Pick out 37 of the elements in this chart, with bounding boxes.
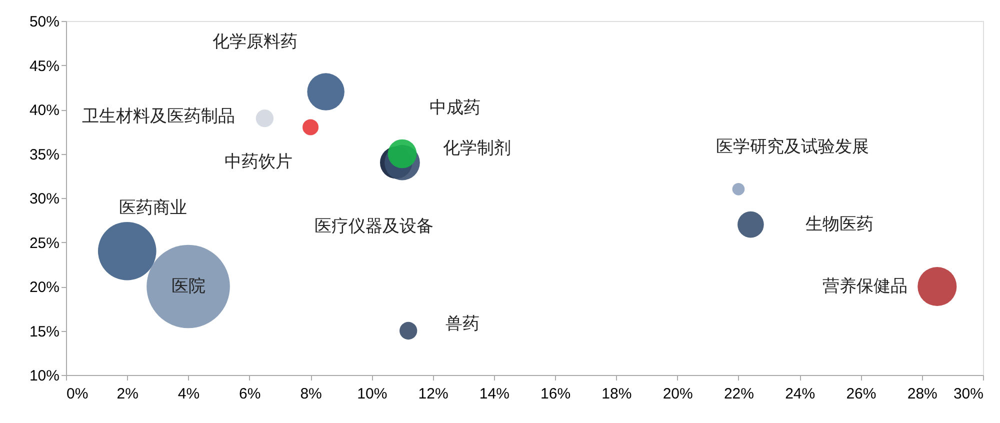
x-tick-label: 16% bbox=[540, 386, 571, 402]
series-label: 医院 bbox=[171, 276, 206, 296]
y-tick-label: 10% bbox=[29, 368, 60, 384]
y-tick-label: 20% bbox=[29, 279, 60, 296]
text: 医疗仪器及设备 bbox=[314, 216, 434, 237]
x-tick-label: 2% bbox=[116, 386, 138, 402]
y-tick-label: 15% bbox=[29, 323, 60, 340]
x-tick-label: 18% bbox=[602, 386, 632, 402]
x-tick-label: 0% bbox=[66, 386, 88, 402]
y-tick-label: 40% bbox=[29, 102, 60, 119]
text: 生物医药 bbox=[806, 214, 874, 235]
y-tick-label: 30% bbox=[29, 190, 60, 208]
x-tick-label: 12% bbox=[418, 386, 448, 402]
x-tick-label: 22% bbox=[724, 386, 754, 402]
series-label: 卫生材料及医药制品 bbox=[82, 106, 236, 126]
series-label: 化学制剂 bbox=[443, 138, 512, 159]
x-tick-label: 10% bbox=[357, 386, 388, 402]
series-label: 中药饮片 bbox=[224, 152, 293, 172]
y-tick-label: 50% bbox=[29, 14, 60, 30]
x-tick-label: 28% bbox=[907, 386, 938, 402]
series-label: 医学研究及试验发展 bbox=[716, 137, 869, 158]
series-label: 中成药 bbox=[430, 98, 481, 118]
x-tick-label: 4% bbox=[178, 386, 200, 402]
series-label: 化学原料药 bbox=[212, 32, 298, 52]
series-label: 医药商业 bbox=[119, 198, 188, 218]
series-label: 兽药 bbox=[445, 314, 480, 334]
x-tick-label: 6% bbox=[239, 386, 261, 402]
x-tick-label: 8% bbox=[300, 386, 322, 402]
x-tick-label: 26% bbox=[846, 386, 876, 402]
x-tick-label: 20% bbox=[662, 386, 693, 402]
series-label: 营养保健品 bbox=[822, 276, 908, 296]
y-tick-label: 25% bbox=[29, 234, 60, 252]
x-tick-label: 14% bbox=[479, 386, 510, 402]
y-tick-label: 45% bbox=[29, 58, 60, 75]
y-tick-label: 35% bbox=[29, 146, 60, 164]
x-tick-label: 24% bbox=[785, 386, 816, 402]
x-tick-label: 30% bbox=[953, 386, 984, 402]
